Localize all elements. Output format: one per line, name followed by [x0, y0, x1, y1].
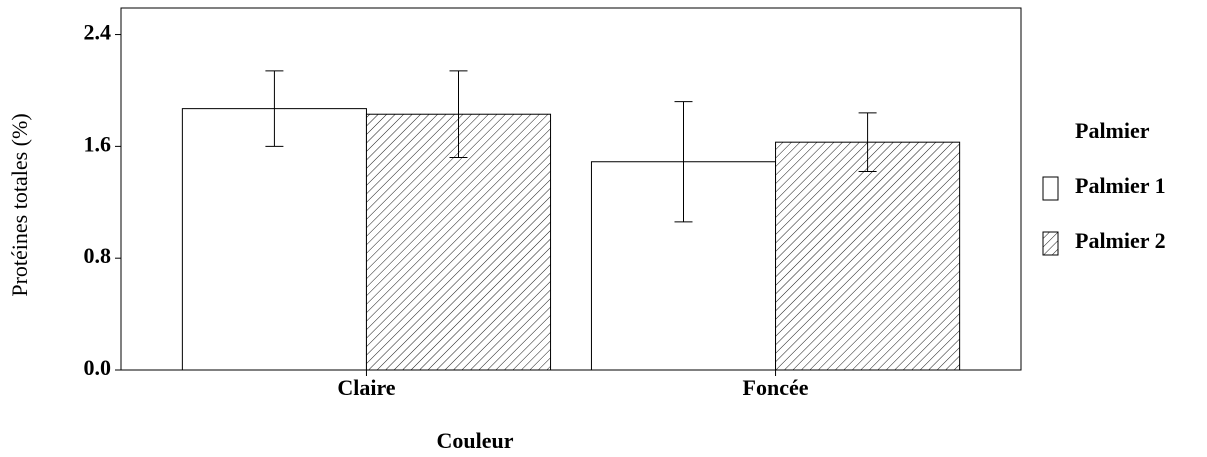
legend-key [1042, 176, 1059, 201]
y-tick-label: 0.0 [84, 355, 112, 380]
x-tick-label: Foncée [743, 375, 809, 400]
y-tick-label: 1.6 [84, 131, 112, 156]
plot-frame [120, 7, 1022, 371]
legend-label: Palmier 1 [1075, 173, 1166, 198]
x-axis-label: Couleur [437, 428, 514, 453]
bar [181, 108, 367, 371]
legend-label: Palmier 2 [1075, 228, 1166, 253]
legend-key [1042, 231, 1059, 256]
y-tick-label: 2.4 [84, 20, 112, 45]
y-tick-label: 0.8 [84, 243, 112, 268]
bar [775, 141, 961, 371]
legend-title: Palmier [1075, 118, 1150, 143]
y-axis-label: Protéines totales (%) [7, 113, 32, 296]
x-tick-label: Claire [337, 375, 395, 400]
